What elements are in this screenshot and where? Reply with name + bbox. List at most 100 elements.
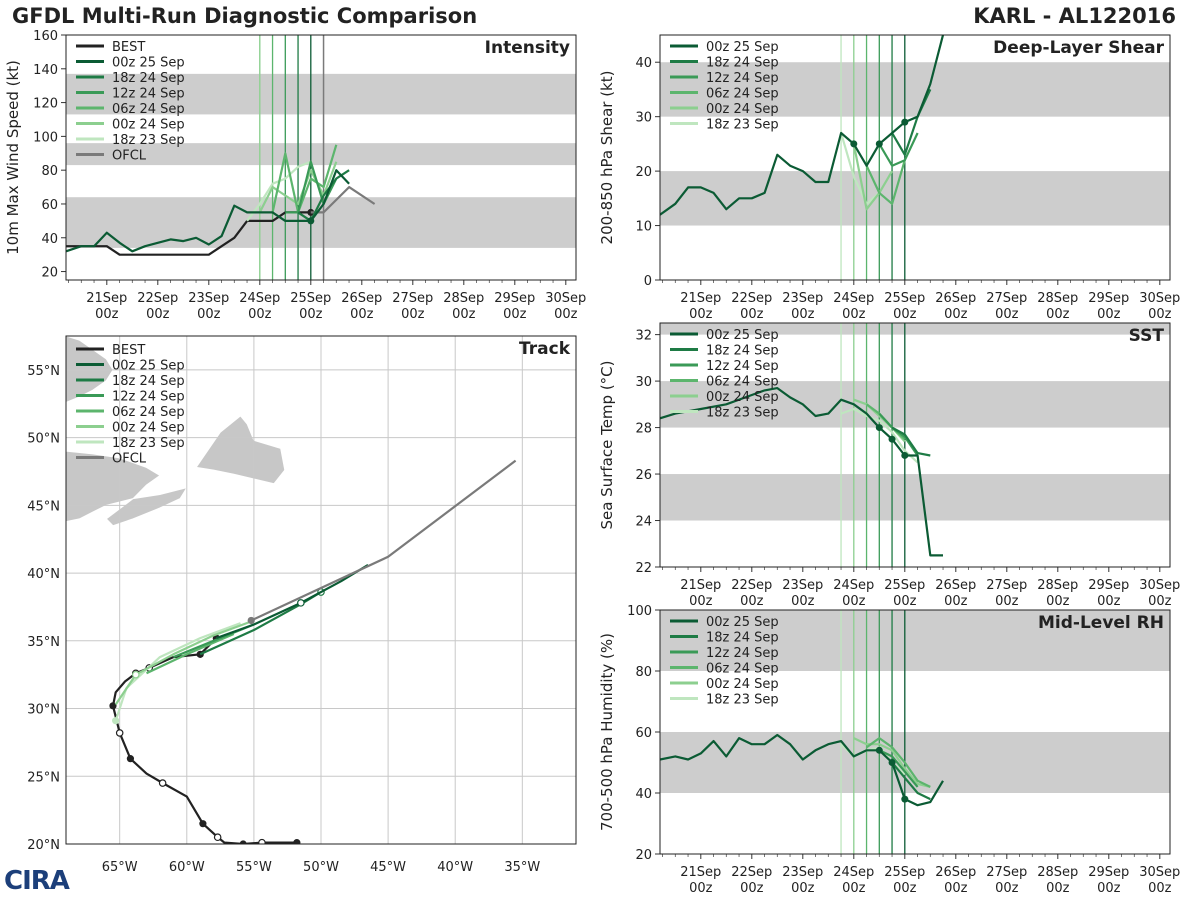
track-ytick-label: 40°N: [27, 567, 60, 582]
track-panel: 65°W 60°W 55°W 50°W 45°W 40°W 35°W 20°N 25°N 30°N…: [27, 335, 577, 875]
shear-xtick-label-hour: 00z: [842, 307, 866, 322]
sst-xtick-label-hour: 00z: [1097, 594, 1121, 609]
rh-xtick-label-hour: 00z: [1148, 881, 1172, 896]
sst-xtick-label-hour: 00z: [689, 594, 713, 609]
track-legend-label: 06z 24 Sep: [112, 405, 185, 420]
intensity-band-1: [66, 143, 576, 166]
rh-series-line: [878, 749, 919, 788]
shear-legend-label: 12z 24 Sep: [706, 71, 779, 86]
track-position-point: [239, 840, 247, 844]
shear-legend-label: 00z 25 Sep: [706, 40, 779, 55]
rh-legend-label: 00z 24 Sep: [706, 677, 779, 692]
rh-ytick-label: 20: [635, 848, 652, 863]
rh-xtick-label-hour: 00z: [1097, 881, 1121, 896]
shear-xtick-label-day: 24Sep: [833, 291, 874, 306]
track-position-point: [109, 702, 117, 710]
track-ytick-label: 35°N: [27, 635, 60, 650]
shear-legend-label: 18z 24 Sep: [706, 56, 779, 71]
storm-id: KARL - AL122016: [973, 4, 1176, 28]
sst-ylabel: Sea Surface Temp (°C): [598, 360, 616, 529]
rh-series-group: [660, 733, 944, 807]
rh-legend-label: 12z 24 Sep: [706, 646, 779, 661]
sst-xtick-label-hour: 00z: [1148, 594, 1172, 609]
sst-series-line: [840, 407, 919, 464]
shear-xtick-label-day: 28Sep: [1037, 291, 1078, 306]
track-ytick-label: 30°N: [27, 703, 60, 718]
track-legend-label: BEST: [112, 343, 145, 358]
sst-xtick-label-hour: 00z: [842, 594, 866, 609]
sst-legend-label: 18z 23 Sep: [706, 406, 779, 421]
track-title: Track: [519, 339, 571, 359]
rh-legend-label: 18z 23 Sep: [706, 693, 779, 708]
intensity-legend-label: 18z 23 Sep: [112, 133, 185, 148]
shear-xtick-label-hour: 00z: [791, 307, 815, 322]
intensity-xtick-label-day: 30Sep: [545, 291, 586, 306]
shear-xtick-label-day: 25Sep: [884, 291, 925, 306]
intensity-xtick-label-hour: 00z: [146, 307, 170, 322]
track-legend-label: 00z 24 Sep: [112, 421, 185, 436]
track-position-point-open: [131, 670, 140, 679]
shear-xtick-label-day: 27Sep: [986, 291, 1027, 306]
intensity-ytick-label: 60: [41, 198, 58, 213]
intensity-series-line: [66, 169, 350, 253]
intensity-xtick-label-hour: 00z: [503, 307, 527, 322]
sst-series-point: [875, 424, 883, 432]
track-xtick-label: 50°W: [303, 860, 339, 875]
intensity-legend-label: OFCL: [112, 149, 147, 164]
rh-title: Mid-Level RH: [1038, 613, 1164, 633]
intensity-legend-label: 06z 24 Sep: [112, 102, 185, 117]
intensity-legend-label: 00z 25 Sep: [112, 56, 185, 71]
rh-xtick-label-hour: 00z: [740, 881, 764, 896]
track-map-group: [66, 336, 576, 844]
rh-panel: 21Sep00z22Sep00z23Sep00z24Sep00z25Sep00z…: [598, 604, 1180, 896]
track-series-line: [250, 459, 517, 622]
intensity-ytick-label: 20: [41, 266, 58, 281]
land-polygon: [195, 415, 286, 485]
shear-xtick-label-day: 23Sep: [782, 291, 823, 306]
rh-xtick-label-day: 27Sep: [986, 865, 1027, 880]
intensity-xtick-label-hour: 00z: [248, 307, 272, 322]
shear-series-group: [660, 35, 945, 216]
intensity-xtick-label-day: 29Sep: [494, 291, 535, 306]
land-polygon: [66, 450, 161, 523]
rh-xtick-label-day: 26Sep: [935, 865, 976, 880]
intensity-ytick-label: 140: [33, 63, 58, 78]
track-xtick-label: 35°W: [504, 860, 540, 875]
sst-panel: 21Sep00z22Sep00z23Sep00z24Sep00z25Sep00z…: [598, 322, 1180, 609]
sst-series-group: [660, 387, 943, 557]
track-frame: [65, 335, 577, 845]
sst-xtick-label-day: 29Sep: [1088, 578, 1129, 593]
rh-legend-label: 06z 24 Sep: [706, 662, 779, 677]
rh-series-line: [865, 736, 931, 788]
shear-xtick-label-day: 30Sep: [1139, 291, 1180, 306]
rh-xtick-label-hour: 00z: [995, 881, 1019, 896]
rh-xtick-label-day: 25Sep: [884, 865, 925, 880]
sst-ytick-label: 26: [635, 468, 652, 483]
sst-series-point: [901, 451, 909, 459]
sst-xtick-label-hour: 00z: [740, 594, 764, 609]
intensity-ytick-label: 40: [41, 232, 58, 247]
track-ytick-label: 50°N: [27, 432, 60, 447]
track-position-point-open: [258, 838, 266, 844]
intensity-xtick-label-day: 21Sep: [86, 291, 127, 306]
track-position-point: [112, 717, 120, 725]
intensity-legend-label: BEST: [112, 40, 145, 55]
rh-ytick-label: 40: [635, 787, 652, 802]
intensity-xtick-label-day: 26Sep: [341, 291, 382, 306]
track-xtick-label: 55°W: [236, 860, 272, 875]
shear-panel: 21Sep00z22Sep00z23Sep00z24Sep00z25Sep00z…: [598, 34, 1180, 322]
shear-ytick-label: 40: [635, 56, 652, 71]
track-position-point-open: [158, 779, 167, 787]
rh-series-line: [853, 737, 931, 788]
intensity-xtick-label-day: 28Sep: [443, 291, 484, 306]
sst-xtick-label-day: 28Sep: [1037, 578, 1078, 593]
track-ytick-label: 55°N: [27, 364, 60, 379]
shear-xtick-label-hour: 00z: [1046, 307, 1070, 322]
rh-xtick-label-hour: 00z: [1046, 881, 1070, 896]
intensity-xtick-label-day: 23Sep: [188, 291, 229, 306]
sst-legend-label: 18z 24 Sep: [706, 344, 779, 359]
shear-xtick-label-hour: 00z: [1097, 307, 1121, 322]
track-xtick-label: 60°W: [169, 860, 205, 875]
sst-band-2: [660, 323, 1170, 335]
track-ytick-label: 45°N: [27, 499, 60, 514]
